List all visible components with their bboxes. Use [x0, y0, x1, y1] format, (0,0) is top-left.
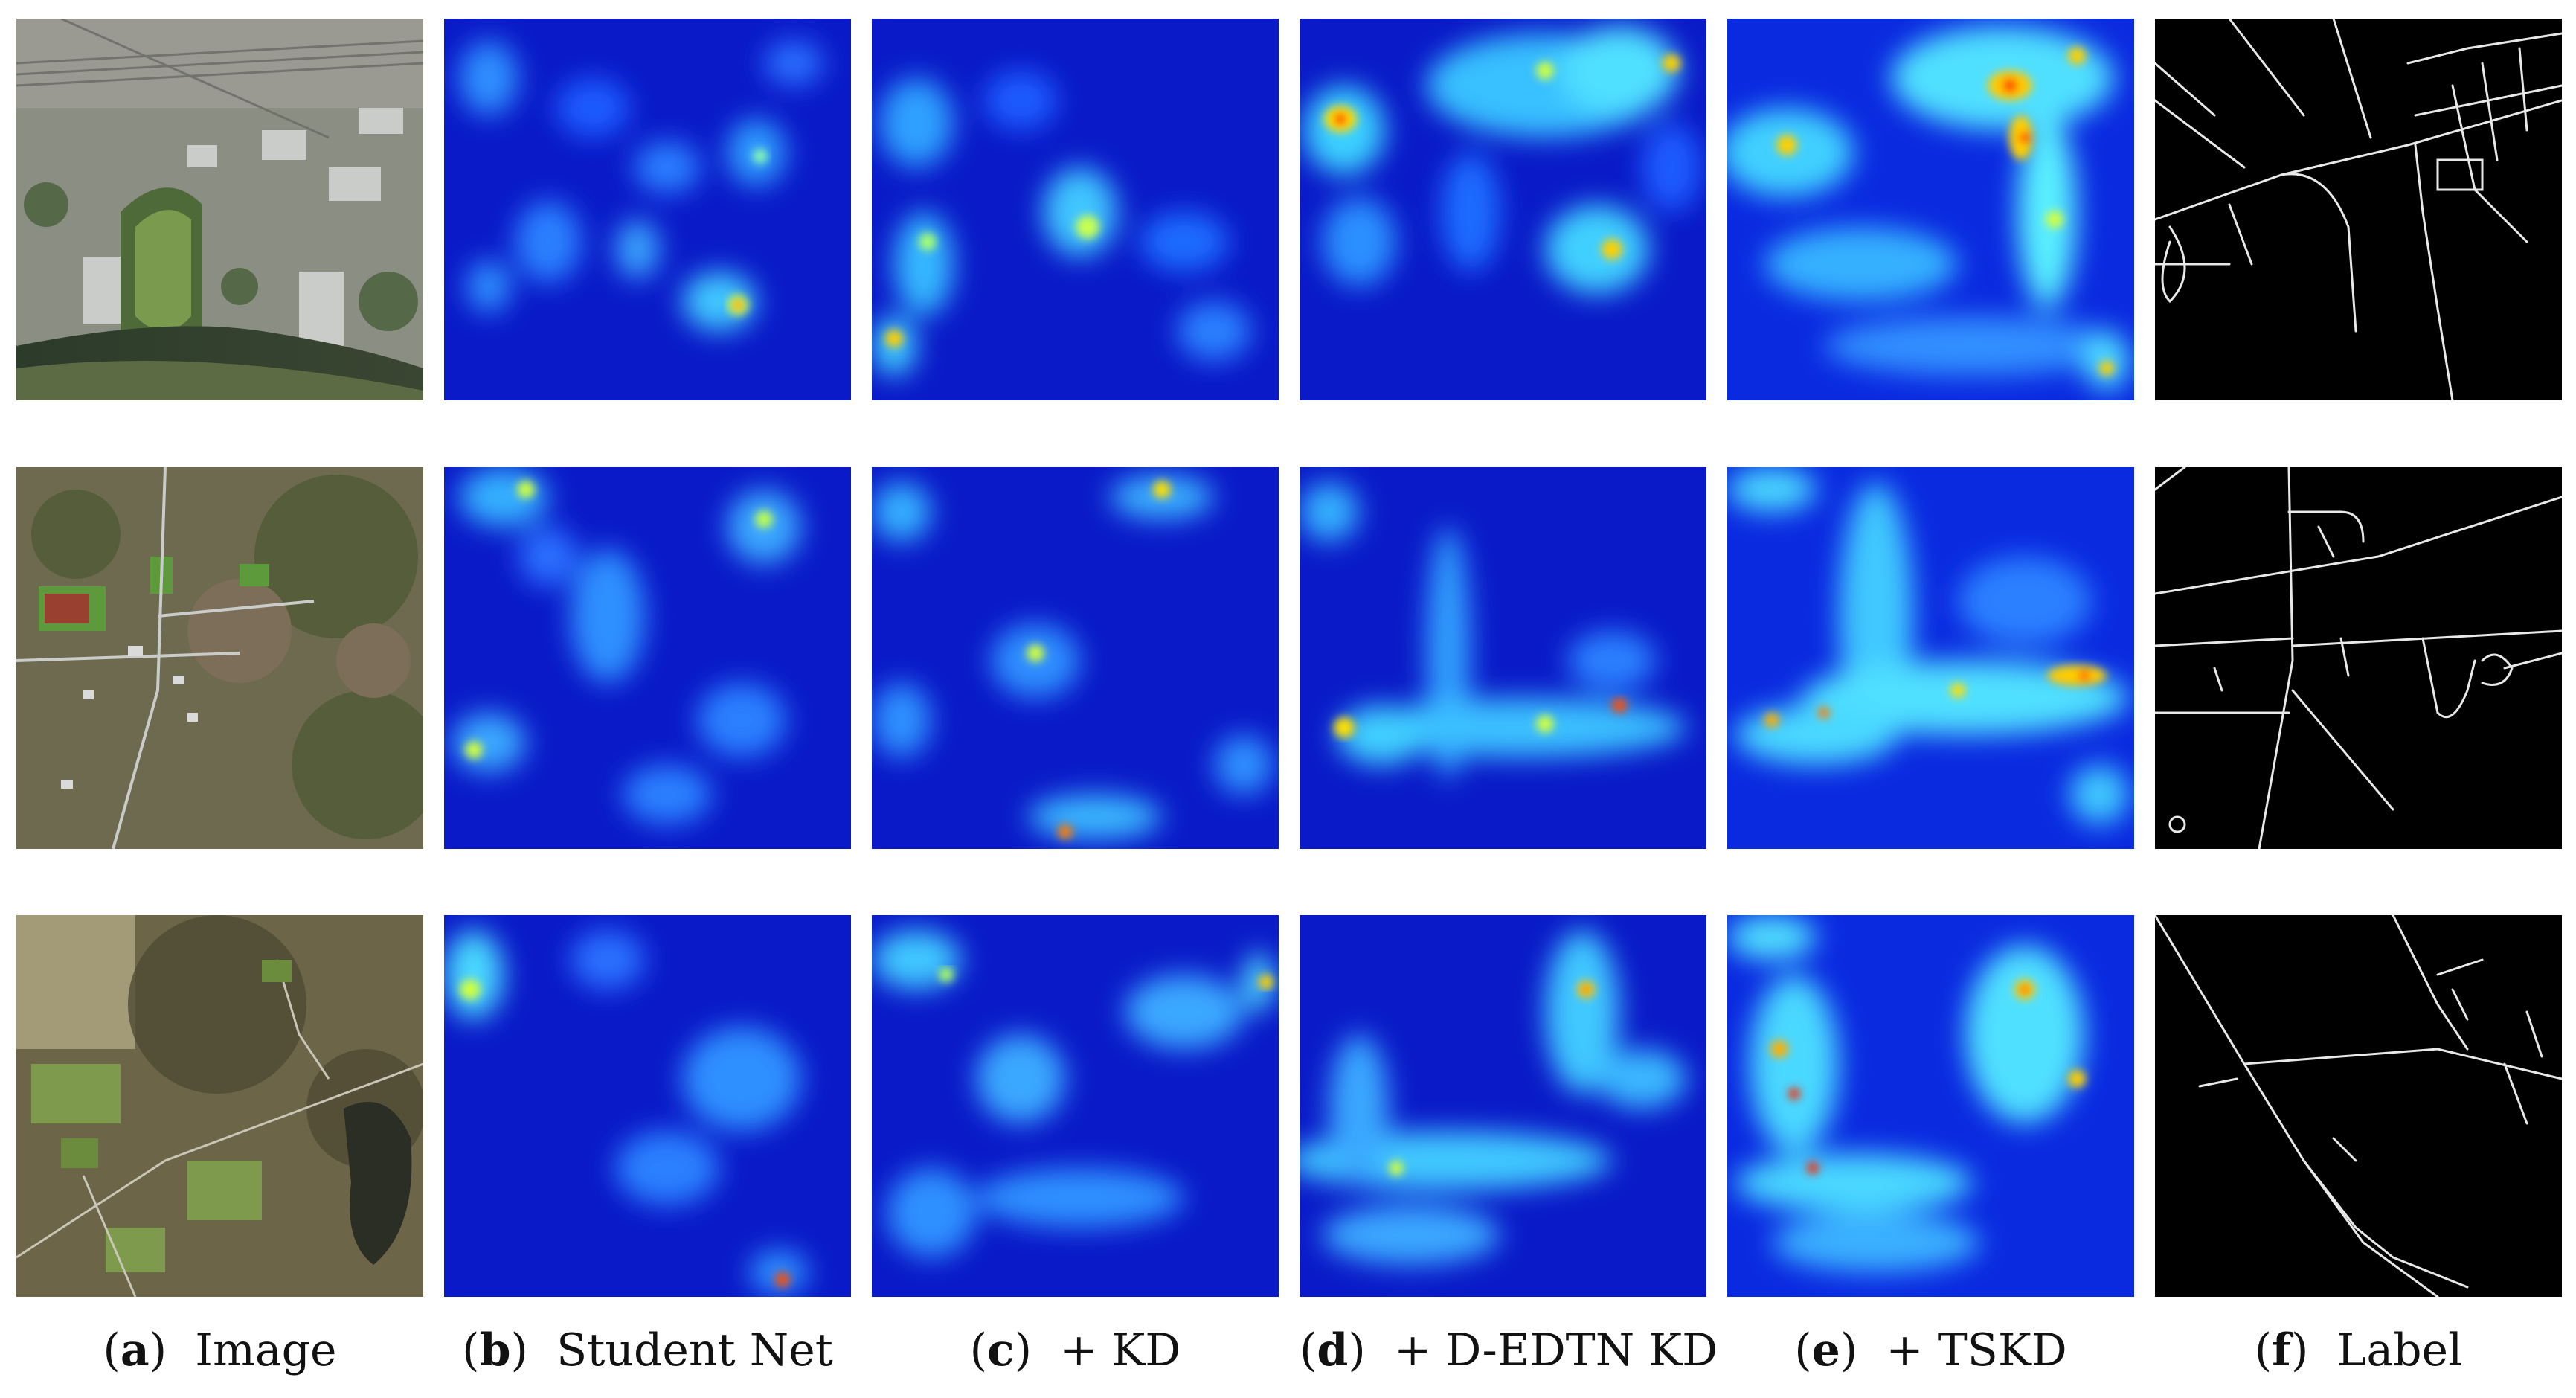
caption-d: (d) + D-EDTN KD: [1300, 1324, 1718, 1376]
heatmap-tskd-row3: [1727, 915, 2134, 1297]
caption-b-label: Student Net: [556, 1324, 833, 1376]
heatmap-student-row3: [444, 915, 851, 1297]
caption-a: (a) Image: [103, 1324, 337, 1376]
label-row1: [2153, 17, 2563, 402]
caption-b-letter: b: [479, 1324, 511, 1376]
caption-a-label: Image: [195, 1324, 337, 1376]
caption-f: (f) Label: [2254, 1324, 2463, 1376]
caption-f-letter: f: [2272, 1324, 2291, 1376]
heatmap-dedtn-row2: [1300, 467, 1706, 849]
caption-c-letter: c: [987, 1324, 1015, 1376]
caption-e: (e) + TSKD: [1794, 1324, 2067, 1376]
heatmap-student-row1: [444, 19, 851, 400]
image-row3: [16, 915, 425, 1298]
image-row2: [16, 466, 440, 850]
caption-d-letter: d: [1317, 1324, 1349, 1376]
heatmap-tskd-row1: [1720, 19, 2134, 400]
heatmap-kd-row1: [872, 19, 1279, 400]
label-row2: [2153, 466, 2563, 850]
heatmap-tskd-row2: [1727, 467, 2134, 849]
caption-d-label: + D-EDTN KD: [1393, 1324, 1718, 1376]
caption-f-label: Label: [2336, 1324, 2463, 1376]
caption-b: (b) Student Net: [462, 1324, 833, 1376]
heatmap-kd-row2: [872, 467, 1279, 849]
caption-e-letter: e: [1811, 1324, 1840, 1376]
caption-c: (c) + KD: [969, 1324, 1181, 1376]
heatmap-kd-row3: [872, 915, 1279, 1297]
caption-a-letter: a: [120, 1324, 150, 1376]
heatmap-dedtn-row1: [1300, 19, 1706, 400]
heatmap-student-row2: [444, 467, 851, 849]
image-row1: [16, 17, 424, 400]
heatmap-dedtn-row3: [1285, 915, 1706, 1297]
caption-c-label: + KD: [1060, 1324, 1181, 1376]
label-row3: [2153, 914, 2563, 1298]
caption-e-label: + TSKD: [1886, 1324, 2067, 1376]
